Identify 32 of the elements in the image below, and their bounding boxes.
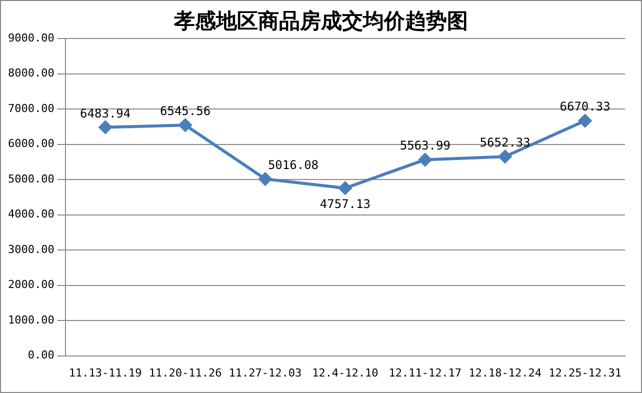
point	[178, 118, 192, 132]
point	[338, 182, 352, 195]
y-tick-label: 8000.00	[8, 66, 54, 80]
data-label: 5016.08	[268, 158, 319, 172]
data-label: 5563.99	[400, 138, 450, 153]
x-tick-label: 12.25-12.31	[548, 366, 622, 380]
data-label: 6670.33	[560, 100, 610, 114]
x-tick-label: 11.20-11.26	[148, 366, 222, 380]
y-tick-label: 2000.00	[8, 278, 54, 292]
point	[578, 114, 592, 128]
x-tick-label: 12.11-12.17	[388, 366, 462, 380]
data-label: 5652.33	[480, 136, 530, 150]
point	[98, 120, 112, 134]
x-tick-label: 12.18-12.24	[468, 366, 542, 380]
data-label: 4757.13	[320, 197, 370, 212]
y-tick-label: 4000.00	[8, 208, 54, 221]
x-tick-label: 11.27-12.03	[228, 366, 302, 380]
y-tick-label: 5000.00	[8, 172, 54, 186]
data-label: 6483.94	[80, 106, 131, 120]
x-tick-label: 11.13-11.19	[68, 366, 142, 380]
point	[418, 153, 432, 166]
y-tick-label: 0.00	[28, 348, 54, 362]
chart-title: 孝感地区商品房成交均价趋势图	[174, 9, 468, 33]
y-tick-label: 6000.00	[8, 137, 54, 150]
point	[258, 172, 272, 186]
y-tick-label: 9000.00	[8, 31, 54, 44]
y-tick-label: 1000.00	[8, 313, 54, 326]
y-tick-label: 7000.00	[8, 102, 54, 115]
data-label: 6545.56	[160, 104, 211, 118]
y-tick-label: 3000.00	[8, 242, 54, 256]
x-tick-label: 12.4-12.10	[312, 366, 378, 380]
point	[498, 150, 512, 164]
